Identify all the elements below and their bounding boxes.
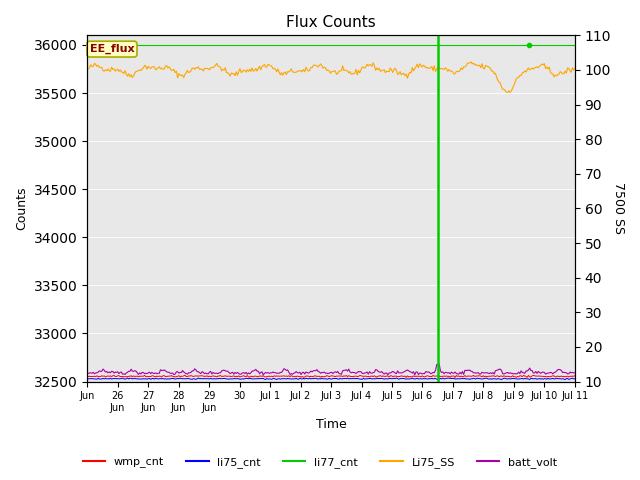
X-axis label: Time: Time (316, 419, 346, 432)
Text: EE_flux: EE_flux (90, 44, 134, 54)
Y-axis label: 7500 SS: 7500 SS (612, 182, 625, 234)
Y-axis label: Counts: Counts (15, 187, 28, 230)
Title: Flux Counts: Flux Counts (286, 15, 376, 30)
Legend: wmp_cnt, li75_cnt, li77_cnt, Li75_SS, batt_volt: wmp_cnt, li75_cnt, li77_cnt, Li75_SS, ba… (78, 452, 562, 472)
